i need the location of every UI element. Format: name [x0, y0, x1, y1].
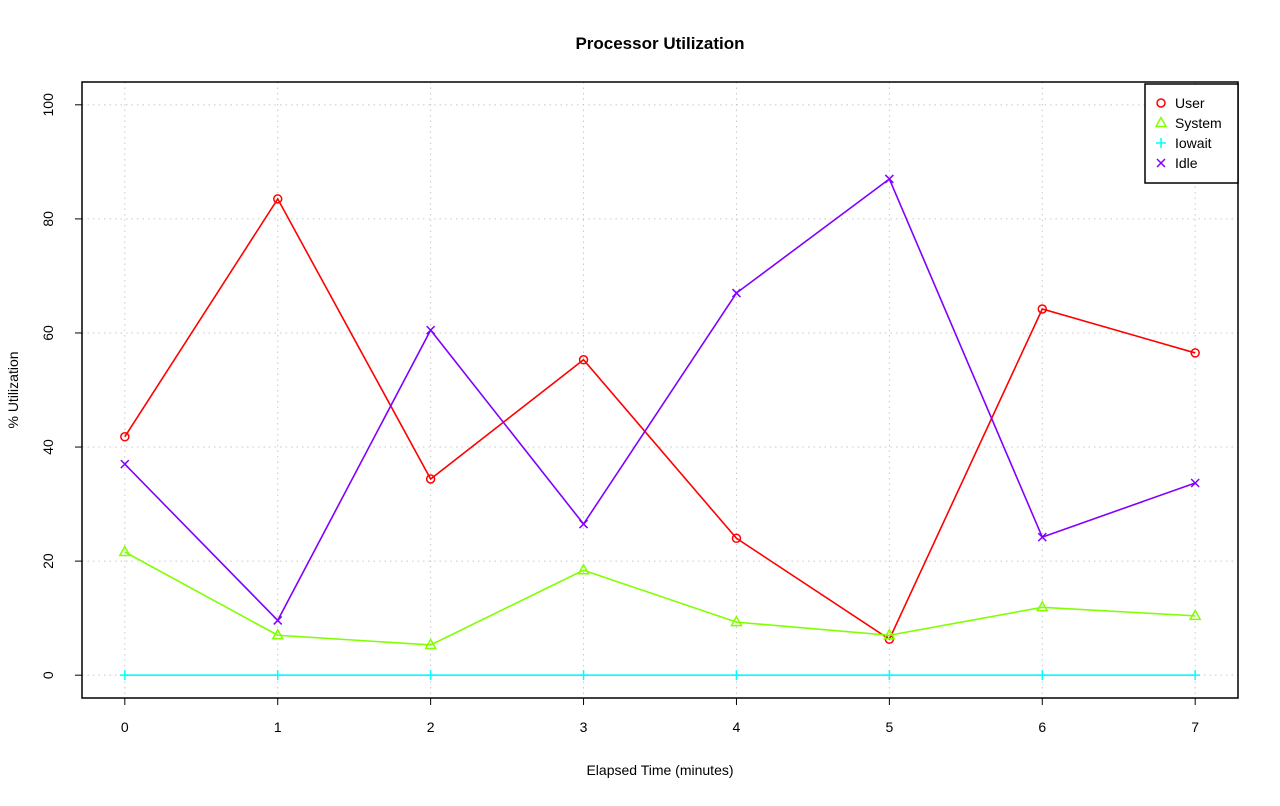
data-point-iowait [272, 670, 283, 681]
data-point-user [425, 474, 436, 484]
data-point-iowait [1037, 670, 1048, 681]
x-tick-label: 0 [121, 719, 129, 735]
legend-marker-system [1154, 115, 1168, 128]
data-point-system [118, 544, 132, 557]
data-point-idle [1037, 532, 1047, 542]
axes: 0 1 2 3 4 5 6 7 0 20 40 60 80 100 [40, 93, 1199, 735]
data-point-idle [579, 519, 589, 529]
legend-label-system: System [1175, 115, 1222, 131]
y-tick-label: 40 [40, 439, 56, 455]
legend-marker-iowait [1156, 138, 1166, 148]
data-point-idle [120, 459, 130, 469]
x-tick-label: 7 [1191, 719, 1199, 735]
y-tick-label: 80 [40, 211, 56, 227]
data-point-system [730, 615, 743, 627]
legend-marker-user [1156, 98, 1166, 108]
x-tick-label: 1 [274, 719, 282, 735]
data-point-idle [1190, 478, 1200, 488]
data-point-system [577, 563, 590, 575]
series-line-system [124, 551, 1196, 646]
y-tick-label: 0 [40, 671, 56, 679]
legend-box [1144, 83, 1239, 184]
x-tick-label: 2 [427, 719, 435, 735]
data-point-user [272, 194, 283, 204]
data-point-user [120, 432, 130, 442]
y-tick-label: 20 [40, 553, 56, 569]
data-point-system [424, 637, 437, 650]
legend: User System Iowait Idle [1144, 83, 1239, 184]
data-point-system [1188, 608, 1202, 621]
y-tick-label: 60 [40, 325, 56, 341]
data-point-system [883, 628, 896, 640]
x-tick-label: 4 [733, 719, 741, 735]
data-point-iowait [1190, 670, 1201, 681]
data-point-iowait [578, 670, 589, 681]
x-tick-label: 3 [580, 719, 588, 735]
data-point-user [731, 533, 742, 544]
data-point-system [271, 628, 284, 640]
legend-label-idle: Idle [1175, 155, 1198, 171]
data-point-user [578, 355, 589, 365]
data-point-idle [884, 174, 894, 184]
grid [82, 82, 1238, 698]
data-point-idle [426, 325, 436, 335]
series-line-user [124, 197, 1196, 641]
x-axis-label: Elapsed Time (minutes) [586, 762, 733, 778]
data-point-idle [731, 288, 741, 298]
legend-label-user: User [1175, 95, 1205, 111]
y-axis-label: % Utilization [5, 351, 21, 428]
series-group [118, 174, 1202, 681]
data-point-user [1037, 304, 1048, 314]
plot-frame [81, 81, 1239, 699]
x-tick-label: 5 [885, 719, 893, 735]
legend-label-iowait: Iowait [1175, 135, 1212, 151]
chart-title: Processor Utilization [575, 34, 744, 53]
data-point-iowait [425, 670, 436, 681]
x-tick-label: 6 [1038, 719, 1046, 735]
y-tick-label: 100 [40, 93, 56, 117]
series-line-idle [124, 177, 1196, 622]
data-point-idle [273, 615, 283, 625]
data-point-system [1036, 600, 1049, 612]
data-point-iowait [119, 670, 130, 681]
data-point-user [1190, 348, 1200, 358]
data-point-iowait [884, 670, 895, 681]
legend-marker-idle [1156, 158, 1166, 168]
data-point-iowait [731, 670, 742, 681]
